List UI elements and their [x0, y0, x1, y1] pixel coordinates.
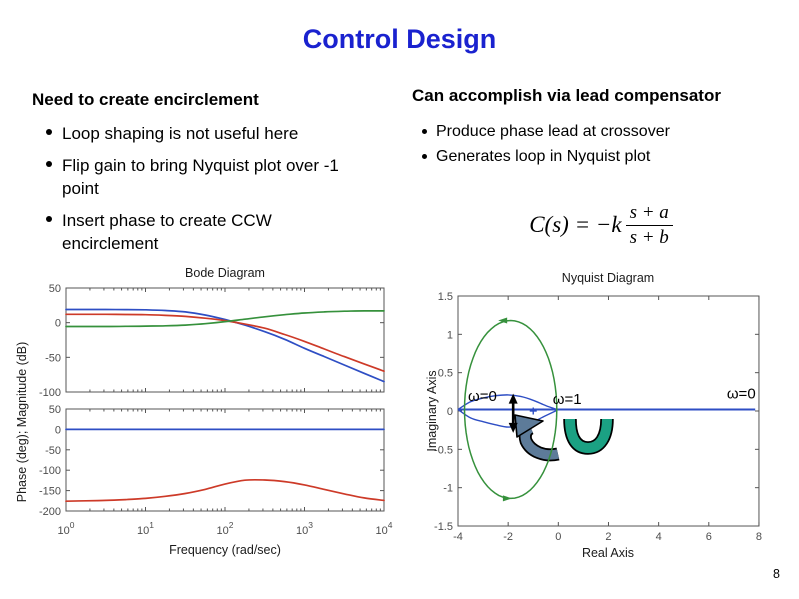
- compensated-loop-magnitude: [65, 313, 385, 373]
- grey-curl-arrow: [514, 414, 560, 462]
- slide-title: Control Design: [302, 24, 497, 54]
- right-heading: Can accomplish via lead compensator: [412, 86, 721, 105]
- y-tick-label: 1: [447, 329, 453, 341]
- plot-box: [65, 408, 385, 512]
- loop-direction-arrow-top: [498, 317, 508, 324]
- y-tick-label: 0.5: [438, 368, 453, 380]
- x-tick-label: 0: [555, 531, 561, 543]
- nyquist-diagram-chart: -4 -2 0 2 4 6 8 1.5 1 0.5 0 -0.5 -1 -1.5 ω=0 ω=1 ω=0 Nyqu…: [425, 268, 799, 568]
- omega-zero-left-label: ω=0: [468, 388, 497, 405]
- x-tick-label: 2: [605, 531, 611, 543]
- bullet-icon: [422, 129, 427, 134]
- lead-compensator-magnitude: [65, 310, 385, 328]
- bullet-icon: [46, 216, 52, 222]
- x-tick-label: 4: [656, 531, 662, 543]
- formula-numerator: s + a: [625, 202, 673, 226]
- formula-lhs: C(s) = −k: [529, 212, 622, 237]
- omega-one-label: ω=1: [553, 391, 582, 408]
- bullet-text: Generates loop in Nyquist plot: [436, 148, 651, 165]
- omega-zero-right-label: ω=0: [727, 386, 756, 403]
- nyquist-xlabel: Real Axis: [582, 546, 634, 560]
- bode-xlabel: Frequency (rad/sec): [169, 543, 281, 557]
- bode-title: Bode Diagram: [185, 266, 265, 280]
- compensated-loop-phase: [65, 478, 385, 503]
- nyquist-chart-svg: -4 -2 0 2 4 6 8 1.5 1 0.5 0 -0.5 -1 -1.5 ω=0 ω=1 ω=0 Nyqu…: [425, 271, 762, 560]
- loop-height-double-arrow: [508, 393, 518, 433]
- plot-box: [65, 287, 385, 393]
- y-tick-label: 0: [55, 424, 61, 436]
- y-tick-label: 50: [49, 404, 61, 416]
- x-tick-label: 6: [706, 531, 712, 543]
- left-column: Need to create encirclement Loop shaping…: [32, 90, 400, 253]
- formula-denominator: s + b: [629, 226, 669, 248]
- y-tick-label: -150: [39, 486, 61, 498]
- x-tick-label: 8: [756, 531, 762, 543]
- y-tick-label: -100: [39, 387, 61, 399]
- y-tick-label: -50: [45, 352, 61, 364]
- x-tick-label: 103: [296, 520, 313, 537]
- x-tick-label: -2: [503, 531, 513, 543]
- encirclement-loop: [463, 319, 558, 500]
- list-item: Insert phase to create CCW encirclement: [46, 209, 398, 255]
- nyquist-lens-lower: [457, 408, 558, 428]
- bullet-text: Produce phase lead at crossover: [436, 123, 670, 140]
- left-heading: Need to create encirclement: [32, 90, 259, 109]
- x-tick-label: 100: [58, 520, 75, 537]
- y-tick-label: 0: [55, 318, 61, 330]
- right-column: Can accomplish via lead compensator Prod…: [412, 86, 792, 165]
- bullet-icon: [422, 154, 427, 159]
- bode-diagram-chart: 50 0 -50 -100 50 0 -50 -100 -150 -200 100 101 102 103…: [10, 262, 410, 562]
- y-tick-label: 0: [447, 406, 453, 418]
- bullet-text: Loop shaping is not useful here: [62, 124, 299, 143]
- x-tick-label: 101: [137, 520, 154, 537]
- bullet-text: point: [62, 179, 99, 198]
- y-tick-label: -0.5: [434, 444, 453, 456]
- x-tick-label: -4: [453, 531, 463, 543]
- minus-one-point-marker: [529, 407, 537, 415]
- list-item: Generates loop in Nyquist plot: [422, 144, 782, 169]
- page-number: 8: [773, 567, 780, 581]
- y-tick-label: -1: [443, 483, 453, 495]
- plot-box: [457, 295, 760, 527]
- y-tick-label: -50: [45, 445, 61, 457]
- list-item: Flip gain to bring Nyquist plot over -1 …: [46, 154, 398, 200]
- nyquist-lens-upper: [457, 394, 558, 411]
- bullet-icon: [46, 129, 52, 135]
- y-tick-label: -1.5: [434, 521, 453, 533]
- list-item: Produce phase lead at crossover: [422, 119, 782, 144]
- bullet-text: Insert phase to create CCW: [62, 211, 272, 230]
- bullet-text: encirclement: [62, 234, 159, 253]
- bode-ylabel: Phase (deg); Magnitude (dB): [15, 342, 29, 503]
- list-item: Loop shaping is not useful here: [46, 122, 398, 145]
- y-tick-label: -100: [39, 465, 61, 477]
- y-tick-label: 1.5: [438, 291, 453, 303]
- flipped-plant-magnitude: [65, 308, 385, 383]
- left-bullet-list: Loop shaping is not useful here Flip gai…: [46, 122, 398, 264]
- compensator-formula: C(s) = −k s + a s + b: [495, 197, 707, 253]
- loop-direction-arrow-bottom: [502, 495, 512, 502]
- formula-fraction: s + a s + b: [625, 202, 673, 248]
- x-tick-label: 104: [376, 520, 393, 537]
- nyquist-ylabel: Imaginary Axis: [425, 370, 439, 451]
- y-tick-label: 50: [49, 283, 61, 295]
- x-tick-label: 102: [217, 520, 234, 537]
- teal-curl-arrow: [563, 418, 614, 455]
- bullet-icon: [46, 161, 52, 167]
- right-bullet-list: Produce phase lead at crossover Generate…: [422, 119, 782, 169]
- nyquist-title: Nyquist Diagram: [562, 271, 654, 285]
- bullet-text: Flip gain to bring Nyquist plot over -1: [62, 156, 339, 175]
- bode-chart-svg: 50 0 -50 -100 50 0 -50 -100 -150 -200 100 101 102 103…: [15, 266, 393, 557]
- y-tick-label: -200: [39, 506, 61, 518]
